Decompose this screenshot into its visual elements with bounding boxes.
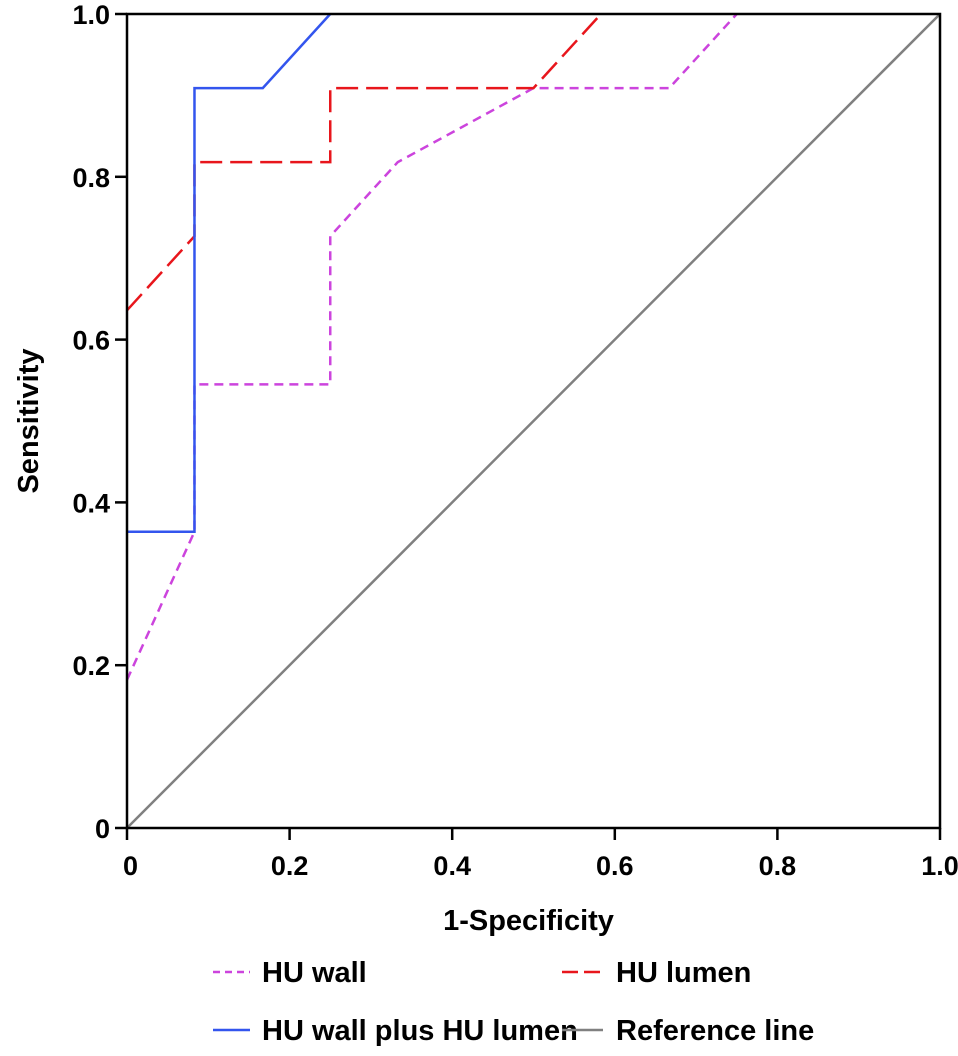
x-tick-label: 0.6 — [596, 851, 634, 881]
y-axis-title: Sensitivity — [13, 348, 45, 493]
legend-label-reference-line: Reference line — [616, 1015, 814, 1047]
series-line-hu-lumen — [126, 13, 602, 312]
x-tick-label: 1.0 — [921, 851, 958, 881]
legend-label-hu-wall-plus-hu-lumen: HU wall plus HU lumen — [262, 1015, 578, 1047]
x-tick-label: 0.4 — [433, 851, 471, 881]
series-line-hu-wall-plus-hu-lumen — [127, 13, 332, 533]
x-axis-title: 1-Specificity — [443, 905, 614, 937]
x-tick-label: 0.8 — [759, 851, 797, 881]
y-tick-label: 0 — [95, 814, 110, 844]
x-tick-label: 0 — [123, 851, 138, 881]
legend-label-hu-lumen: HU lumen — [616, 957, 751, 989]
series-line-hu-wall — [125, 13, 738, 681]
y-tick-label: 0.8 — [72, 163, 110, 193]
x-tick-label: 0.2 — [271, 851, 309, 881]
series-layer — [125, 13, 941, 829]
plot-frame — [125, 12, 942, 830]
y-tick-label: 0.4 — [72, 488, 110, 518]
y-tick-label: 0.2 — [72, 651, 110, 681]
tick-layer: 0 0.2 0.4 0.6 0.8 1.0 0 0.2 0.4 0.6 0.8 1.0 — [72, 0, 958, 881]
series-line-reference-line — [126, 13, 941, 829]
y-tick-label: 1.0 — [72, 0, 110, 30]
y-tick-label: 0.6 — [72, 326, 110, 356]
legend: HU wall HU lumen HU wall plus HU lumen Refe… — [213, 957, 814, 1047]
legend-label-hu-wall: HU wall — [262, 957, 367, 989]
